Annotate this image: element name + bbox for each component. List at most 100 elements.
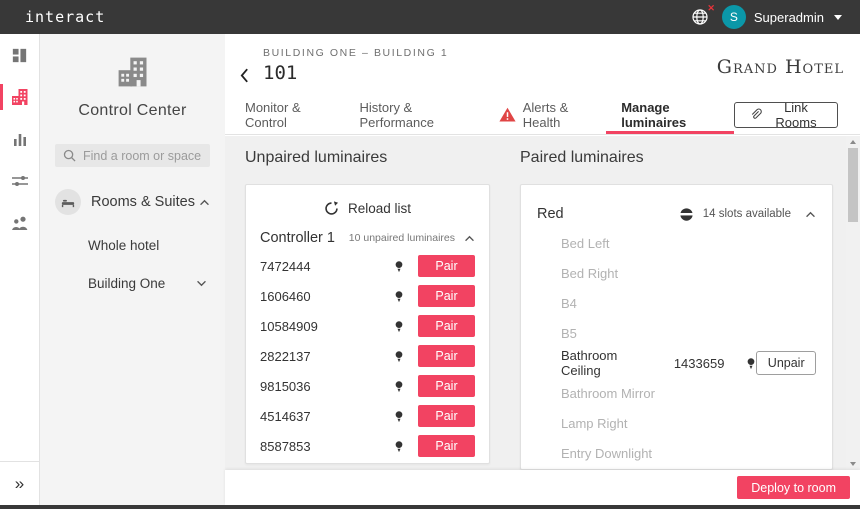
unpaired-card: Reload list Controller 1 10 unpaired lum… [245,184,490,464]
breadcrumb: BUILDING ONE – BUILDING 1 [263,47,449,59]
paired-panel: Paired luminaires Red 14 slots available [520,149,833,470]
paired-row: Entry Downlight [561,445,653,461]
chevron-up-icon [805,211,816,218]
bulb-icon [394,260,404,273]
pair-button[interactable]: Pair [418,405,475,427]
page-title: 101 [263,62,298,84]
nav-users[interactable] [0,202,39,244]
avatar: S [721,5,746,29]
paired-row: Bed Right [561,265,619,281]
bulb-icon [394,440,404,453]
pair-button[interactable]: Pair [418,255,475,277]
chevron-up-icon [464,235,475,242]
nav-settings[interactable] [0,160,39,202]
unpaired-row: 10584909 Pair [246,311,489,341]
tab-monitor-control[interactable]: Monitor & Control [245,99,301,130]
user-name: Superadmin [753,9,824,25]
top-bar: interact ✕ S Superadmin [0,0,860,34]
sidebar-title: Control Center [78,102,187,119]
chevron-down-icon [834,14,842,20]
paired-row-bathroom-ceiling: Bathroom Ceiling 1433659 Unpair [521,348,832,378]
unpaired-row: 1606460 Pair [246,281,489,311]
unpaired-row: 4514637 Pair [246,401,489,431]
paired-row: B4 [561,295,577,311]
bulb-icon [394,410,404,423]
nav-buildings[interactable] [0,76,39,118]
pair-button[interactable]: Pair [418,345,475,367]
network-status-button[interactable]: ✕ [688,3,715,29]
link-rooms-button[interactable]: Link Rooms [733,100,839,130]
globe-icon [690,7,710,27]
section-label: Rooms & Suites [91,194,195,210]
chevron-down-icon [196,280,207,287]
warning-triangle-icon [499,107,516,122]
sidebar-item-building-one[interactable]: Building One [88,276,207,291]
bulb-icon [394,290,404,303]
grand-hotel-logo: Grand Hotel [716,56,844,78]
unpaired-count: 10 unpaired luminaires [348,232,455,244]
scroll-down-arrow[interactable] [846,458,860,470]
sidebar-section-rooms-suites[interactable]: Rooms & Suites [55,189,210,215]
unpaired-heading: Unpaired luminaires [245,149,388,166]
pair-button[interactable]: Pair [418,375,475,397]
paired-group-header[interactable]: Red 14 slots available [521,200,832,228]
pair-button[interactable]: Pair [418,315,475,337]
bulb-icon [394,350,404,363]
nav-rail: » [0,34,40,505]
reload-list-button[interactable]: Reload list [246,185,489,216]
slots-available: 14 slots available [702,208,791,220]
buildings-icon [10,87,30,107]
sliders-icon [11,173,29,189]
paired-row: B5 [561,325,577,341]
action-footer: Deploy to room [225,470,860,505]
control-center-sidebar: Control Center Rooms & Suites [40,34,225,505]
unpaired-panel: Unpaired luminaires Reload list Controll… [245,149,490,464]
interact-logo: interact [25,8,106,26]
deploy-to-room-button[interactable]: Deploy to room [737,476,850,499]
refresh-icon [324,201,339,216]
user-menu[interactable]: S Superadmin [721,5,842,29]
search-icon [63,149,76,162]
sidebar-item-whole-hotel[interactable]: Whole hotel [88,238,207,253]
unpaired-row: 8587853 Pair [246,431,489,461]
back-button[interactable] [240,68,249,83]
main-area: BUILDING ONE – BUILDING 1 101 Grand Hote… [225,34,860,505]
unpair-button[interactable]: Unpair [756,351,816,375]
room-search[interactable] [55,144,210,167]
content-area: Unpaired luminaires Reload list Controll… [225,136,846,470]
paired-heading: Paired luminaires [520,149,644,166]
slots-icon [679,207,694,222]
bar-chart-icon [11,130,29,148]
bulb-icon [746,357,756,370]
page-header: BUILDING ONE – BUILDING 1 101 Grand Hote… [225,34,860,95]
topbar-right: ✕ S Superadmin [688,3,842,29]
nav-reports[interactable] [0,118,39,160]
tab-history-performance[interactable]: History & Performance [359,99,434,130]
paperclip-icon [749,108,762,121]
controller-header[interactable]: Controller 1 10 unpaired luminaires [246,225,489,251]
scrollbar-thumb[interactable] [848,148,858,222]
item-label: Building One [88,276,166,291]
chevron-up-icon [199,199,210,206]
paired-row: Lamp Right [561,415,628,431]
search-input[interactable] [83,148,202,163]
bulb-icon [394,320,404,333]
unpaired-row: 9815036 Pair [246,371,489,401]
rail-expand-button[interactable]: » [0,461,39,505]
pair-button[interactable]: Pair [418,285,475,307]
connection-error-badge-icon: ✕ [707,3,715,13]
tab-manage-luminaires[interactable]: Manage luminaires [606,95,734,134]
pair-button[interactable]: Pair [418,435,475,457]
luminaire-id: 1433659 [673,355,725,371]
vertical-scrollbar[interactable] [846,136,860,470]
nav-dashboard[interactable] [0,34,39,76]
bed-icon [55,189,81,215]
bulb-icon [394,380,404,393]
control-center-building-icon [40,54,225,90]
users-icon [10,215,30,231]
unpaired-row: 2822137 Pair [246,341,489,371]
scroll-up-arrow[interactable] [846,136,860,148]
tab-alerts-health[interactable]: Alerts & Health [484,95,606,134]
paired-row: Bathroom Mirror [561,385,655,401]
